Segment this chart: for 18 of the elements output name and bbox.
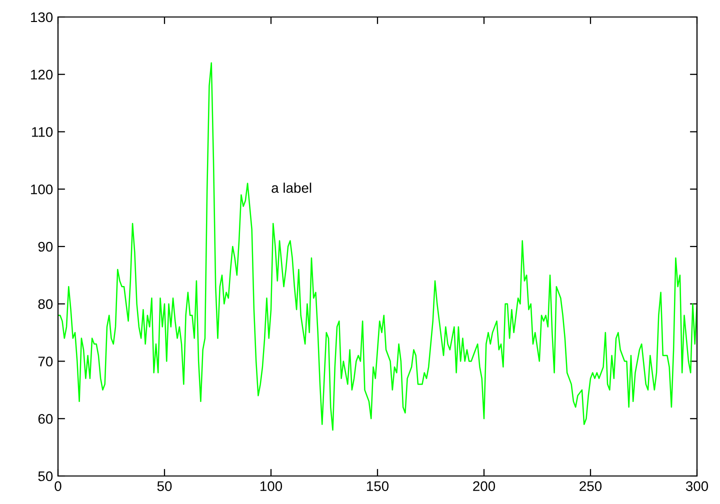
line-series [58,62,697,431]
y-tick-label: 60 [38,414,53,424]
y-tick-label: 80 [38,299,53,310]
y-tick-label: 70 [38,356,53,366]
y-tick-label: 120 [31,70,53,80]
y-tick-label: 90 [38,242,53,252]
x-tick-label: 250 [580,481,602,492]
y-tick-label: 110 [32,127,53,137]
x-tick-label: 100 [260,481,282,492]
y-tick-label: 100 [31,184,53,194]
y-tick-label: 50 [38,471,53,482]
y-tick-label: 130 [31,12,53,22]
annotation: a label [272,182,312,193]
x-tick-label: 0 [54,481,62,492]
x-tick-label: 200 [473,481,496,492]
x-tick-label: 150 [366,481,389,492]
x-tick-label: 300 [686,481,708,492]
x-tick-label: 50 [157,481,172,492]
